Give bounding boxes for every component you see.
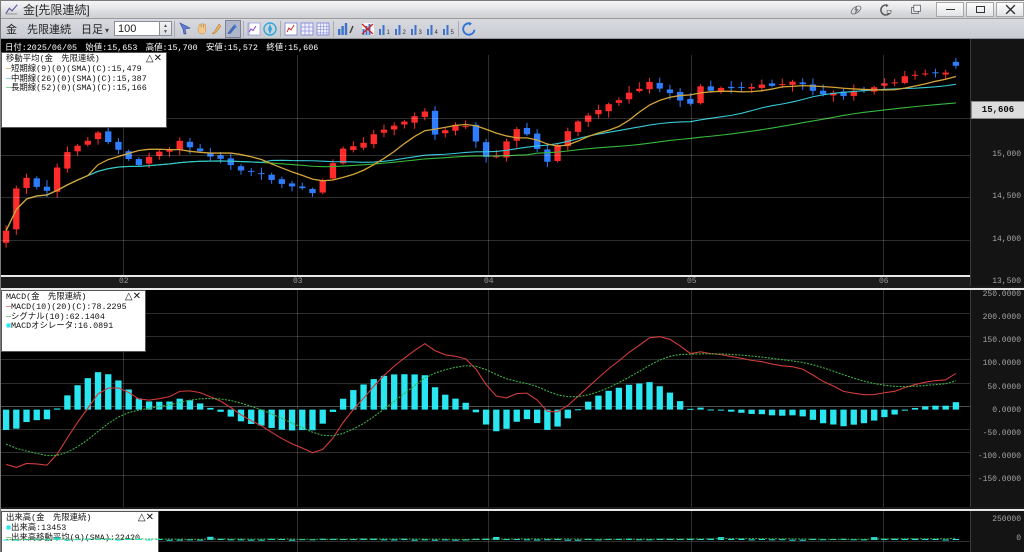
svg-text:2: 2: [403, 30, 407, 36]
svg-text:4: 4: [435, 30, 439, 36]
svg-text:1: 1: [387, 30, 391, 36]
svg-text:3: 3: [419, 30, 423, 36]
svg-text:5: 5: [451, 30, 455, 36]
